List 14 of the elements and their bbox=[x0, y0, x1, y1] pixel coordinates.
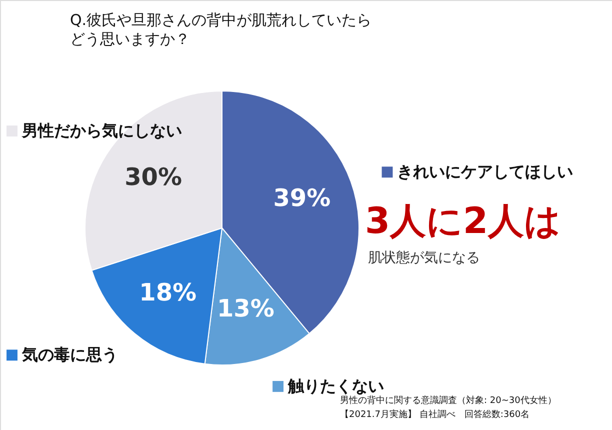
text: 肌状態が気になる bbox=[368, 250, 480, 266]
text: 3人に2人は bbox=[365, 201, 562, 242]
data-label: 39% bbox=[273, 184, 331, 212]
data-label: 30% bbox=[124, 163, 182, 192]
legend-label: きれいにケアしてほしい bbox=[397, 162, 574, 182]
text: どう思いますか？ bbox=[70, 30, 190, 48]
legend-label: 気の毒に思う bbox=[21, 345, 118, 364]
text: 男性の背中に関する意識調査（対象: 20~30代女性） bbox=[340, 395, 556, 406]
text: 【2021.7月実施】 自社調べ 回答総数:360名 bbox=[340, 409, 530, 420]
data-label: 18% bbox=[139, 278, 197, 306]
legend-label: 触りたくない bbox=[287, 376, 384, 396]
text: Q.彼氏や旦那さんの背中が肌荒れしていたら bbox=[70, 11, 372, 29]
legend-label: 男性だから気にしない bbox=[21, 121, 182, 140]
data-label: 13% bbox=[216, 294, 274, 323]
